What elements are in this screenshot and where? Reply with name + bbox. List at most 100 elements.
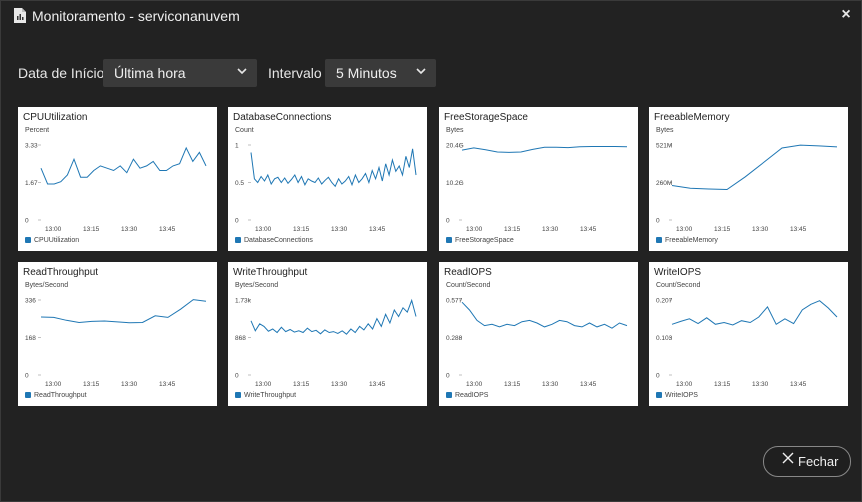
- interval-select[interactable]: 5 Minutos: [325, 59, 436, 87]
- metric-chart-card: ReadThroughput Bytes/Second 336 168 0 13:00 13…: [18, 262, 217, 406]
- chart-legend: WriteIOPS: [656, 392, 698, 399]
- x-tick-label: 13:15: [293, 381, 310, 388]
- chart-title: ReadIOPS: [444, 267, 492, 278]
- legend-swatch: [235, 237, 241, 243]
- y-axis-unit: Bytes: [446, 127, 464, 134]
- y-tick-label: 3.33: [25, 143, 38, 150]
- x-tick-label: 13:00: [255, 381, 272, 388]
- fechar-button[interactable]: Fechar: [763, 446, 851, 477]
- chart-title: WriteThroughput: [233, 267, 308, 278]
- chart-legend: FreeableMemory: [656, 237, 718, 244]
- chevron-down-icon: [416, 68, 426, 75]
- start-date-label: Data de Início: [18, 65, 105, 81]
- x-tick-label: 13:30: [331, 381, 348, 388]
- series-line: [461, 146, 628, 153]
- legend-label: WriteIOPS: [665, 392, 698, 399]
- legend-label: WriteThroughput: [244, 392, 297, 399]
- x-tick-label: 13:00: [45, 226, 62, 233]
- line-chart: 521M 260M 0 13:00 13:15 13:30 13:45: [656, 143, 838, 233]
- series-line: [40, 146, 207, 185]
- legend-label: DatabaseConnections: [244, 237, 313, 244]
- metric-chart-card: FreeableMemory Bytes 521M 260M 0 13:00 13:15 13…: [649, 107, 848, 251]
- close-icon[interactable]: ×: [841, 6, 851, 23]
- x-tick-label: 13:00: [255, 226, 272, 233]
- metric-chart-card: FreeStorageSpace Bytes 20.4G 10.2G 0 13:00 13:…: [439, 107, 638, 251]
- dialog-title: Monitoramento - serviconanuvem: [32, 8, 240, 24]
- chart-title: ReadThroughput: [23, 267, 99, 278]
- chart-title: FreeStorageSpace: [444, 112, 528, 123]
- y-tick-label: 168: [25, 335, 36, 342]
- x-tick-label: 13:45: [159, 226, 176, 233]
- chevron-down-icon: [237, 68, 247, 75]
- interval-label: Intervalo: [268, 65, 322, 81]
- line-chart: 0.577 0.288 0 13:00 13:15 13:30 13:45: [446, 298, 628, 388]
- x-tick-label: 13:15: [504, 381, 521, 388]
- x-tick-label: 13:45: [790, 226, 807, 233]
- x-tick-label: 13:45: [580, 381, 597, 388]
- series-line: [250, 298, 417, 335]
- y-tick-label: 1.73k: [235, 298, 252, 305]
- legend-label: FreeStorageSpace: [455, 237, 514, 244]
- x-tick-label: 13:15: [714, 226, 731, 233]
- y-tick-label: 0: [25, 218, 29, 225]
- title-bar: Monitoramento - serviconanuvem ×: [1, 1, 861, 31]
- x-tick-label: 13:30: [121, 381, 138, 388]
- y-axis-unit: Count: [235, 127, 254, 134]
- legend-swatch: [656, 237, 662, 243]
- series-line: [461, 301, 628, 329]
- y-axis-unit: Count/Second: [446, 282, 491, 289]
- y-tick-label: 0.5: [235, 180, 244, 187]
- x-tick-label: 13:45: [159, 381, 176, 388]
- y-tick-label: 0: [446, 373, 450, 380]
- x-tick-label: 13:00: [676, 226, 693, 233]
- line-chart: 20.4G 10.2G 0 13:00 13:15 13:30 13:45: [446, 143, 628, 233]
- y-tick-label: 1.67: [25, 180, 38, 187]
- y-tick-label: 0.288: [446, 335, 463, 342]
- series-line: [671, 300, 838, 326]
- series-line: [250, 148, 417, 188]
- y-axis-unit: Bytes/Second: [25, 282, 69, 289]
- y-tick-label: 0.207: [656, 298, 673, 305]
- x-tick-label: 13:15: [83, 226, 100, 233]
- chart-legend: ReadIOPS: [446, 392, 488, 399]
- y-axis-unit: Bytes: [656, 127, 674, 134]
- chart-title: DatabaseConnections: [233, 112, 332, 123]
- x-tick-label: 13:00: [676, 381, 693, 388]
- y-axis-unit: Count/Second: [656, 282, 701, 289]
- y-tick-label: 10.2G: [446, 180, 464, 187]
- chart-title: FreeableMemory: [654, 112, 730, 123]
- y-tick-label: 0: [25, 373, 29, 380]
- legend-swatch: [25, 392, 31, 398]
- y-axis-unit: Bytes/Second: [235, 282, 279, 289]
- x-tick-label: 13:00: [466, 381, 483, 388]
- start-date-value: Última hora: [114, 65, 186, 81]
- chart-legend: DatabaseConnections: [235, 237, 313, 244]
- y-tick-label: 260M: [656, 180, 672, 187]
- x-tick-label: 13:45: [580, 226, 597, 233]
- x-tick-label: 13:45: [369, 226, 386, 233]
- start-date-select[interactable]: Última hora: [103, 59, 257, 87]
- chart-legend: FreeStorageSpace: [446, 237, 514, 244]
- legend-label: CPUUtilization: [34, 237, 80, 244]
- y-tick-label: 521M: [656, 143, 672, 150]
- legend-swatch: [446, 237, 452, 243]
- x-tick-label: 13:15: [504, 226, 521, 233]
- x-tick-label: 13:15: [83, 381, 100, 388]
- x-tick-label: 13:30: [752, 381, 769, 388]
- legend-swatch: [235, 392, 241, 398]
- line-chart: 336 168 0 13:00 13:15 13:30 13:45: [25, 298, 207, 388]
- x-tick-label: 13:45: [790, 381, 807, 388]
- legend-swatch: [25, 237, 31, 243]
- line-chart: 1 0.5 0 13:00 13:15 13:30 13:45: [235, 143, 417, 233]
- x-tick-label: 13:30: [752, 226, 769, 233]
- x-tick-label: 13:30: [542, 381, 559, 388]
- x-tick-label: 13:15: [293, 226, 310, 233]
- x-tick-label: 13:30: [542, 226, 559, 233]
- y-tick-label: 0: [235, 373, 239, 380]
- y-tick-label: 0: [656, 218, 660, 225]
- chart-legend: CPUUtilization: [25, 237, 79, 244]
- chart-title: CPUUtilization: [23, 112, 88, 123]
- series-line: [671, 144, 838, 191]
- legend-swatch: [656, 392, 662, 398]
- interval-value: 5 Minutos: [336, 65, 397, 81]
